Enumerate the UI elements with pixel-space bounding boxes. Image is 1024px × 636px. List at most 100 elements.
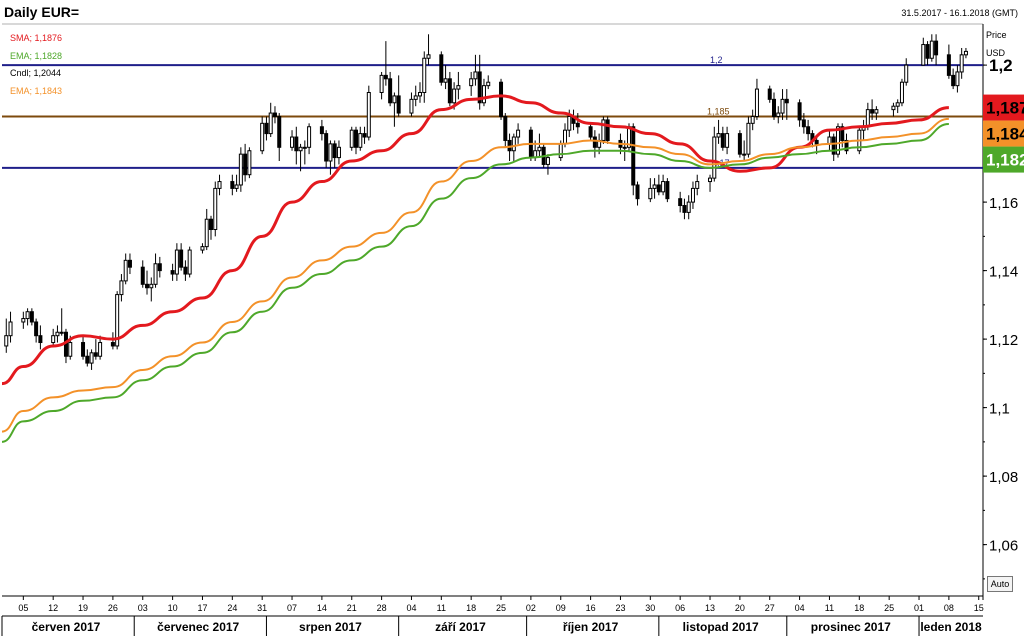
- candle: [545, 157, 550, 165]
- candle: [268, 112, 273, 135]
- candle: [473, 71, 478, 80]
- candle: [503, 115, 508, 141]
- x-tick-label: 16: [586, 603, 596, 613]
- candle: [234, 184, 239, 189]
- candle: [392, 95, 397, 104]
- candle: [183, 266, 188, 275]
- x-tick-label: 01: [914, 603, 924, 613]
- x-tick-label: 20: [735, 603, 745, 613]
- candle: [899, 81, 904, 104]
- price-badge-label: 1,182: [986, 151, 1024, 170]
- candle: [422, 57, 427, 94]
- price-badge: [983, 146, 1024, 173]
- candle: [720, 133, 725, 148]
- candle: [413, 95, 418, 100]
- month-label: listopad 2017: [683, 620, 759, 634]
- candle: [921, 44, 926, 66]
- candle: [946, 54, 951, 76]
- series-line-0: [1, 94, 949, 386]
- legend-ema-green: EMA; 1,1828: [10, 50, 63, 61]
- candle: [140, 266, 145, 285]
- candle: [622, 146, 627, 149]
- candle: [89, 352, 94, 364]
- candle: [362, 133, 367, 138]
- candle: [477, 71, 482, 104]
- candle: [59, 331, 64, 334]
- candle: [865, 109, 870, 128]
- candle: [383, 74, 388, 80]
- x-tick-label: 07: [287, 603, 297, 613]
- candle: [264, 122, 269, 135]
- x-tick-label: 12: [48, 603, 58, 613]
- candle: [652, 184, 657, 189]
- candle: [567, 115, 572, 131]
- series-line-2: [1, 123, 949, 443]
- candle: [456, 85, 461, 90]
- y-tick-label: 1,12: [989, 332, 1018, 349]
- candle: [511, 136, 516, 152]
- candle: [750, 115, 755, 124]
- candle: [588, 126, 593, 138]
- candle: [349, 129, 354, 148]
- candle: [772, 98, 777, 117]
- candle: [601, 119, 606, 141]
- candle: [298, 146, 303, 152]
- candle: [891, 105, 896, 111]
- legend: SMA; 1,1876 EMA; 1,1828 Cndl; 1,2044 EMA…: [10, 30, 62, 100]
- candle: [354, 129, 359, 148]
- candle: [307, 126, 312, 148]
- hline-label-0: 1,2: [710, 55, 723, 65]
- candle: [844, 139, 849, 152]
- date-range: 31.5.2017 - 16.1.2018 (GMT): [901, 8, 1018, 18]
- legend-sma: SMA; 1,1876: [10, 33, 63, 43]
- x-tick-label: 08: [944, 603, 954, 613]
- candle: [328, 143, 333, 162]
- candle: [34, 321, 39, 337]
- candle: [179, 249, 184, 268]
- candle: [814, 139, 819, 145]
- candle: [481, 85, 486, 104]
- chart-title: Daily EUR=: [4, 4, 80, 20]
- candle: [690, 187, 695, 203]
- candle: [452, 88, 457, 104]
- x-tick-label: 21: [347, 603, 357, 613]
- candle: [85, 355, 90, 364]
- x-tick-label: 25: [496, 603, 506, 613]
- candle: [294, 136, 299, 152]
- candle: [366, 92, 371, 138]
- candle: [439, 54, 444, 83]
- candle: [827, 136, 832, 145]
- candle: [302, 146, 307, 149]
- y-tick-label: 1,06: [989, 538, 1018, 555]
- candle: [204, 218, 209, 248]
- month-label: červenec 2017: [157, 620, 239, 634]
- candle: [725, 133, 730, 148]
- auto-scale-button[interactable]: Auto: [987, 576, 1013, 592]
- candle: [426, 54, 431, 59]
- x-tick-label: 28: [377, 603, 387, 613]
- candle: [742, 153, 747, 156]
- x-tick-label: 06: [675, 603, 685, 613]
- y-tick-label: 1,14: [989, 264, 1018, 281]
- candle: [230, 181, 235, 189]
- month-label: září 2017: [435, 620, 486, 634]
- candle: [110, 342, 115, 347]
- candle: [277, 115, 282, 148]
- candle: [98, 342, 103, 357]
- x-tick-label: 30: [645, 603, 655, 613]
- candle: [358, 133, 363, 148]
- candle: [712, 136, 717, 179]
- candle: [831, 136, 836, 155]
- x-tick-label: 25: [884, 603, 894, 613]
- candle: [38, 335, 43, 344]
- month-label: srpen 2017: [299, 620, 362, 634]
- price-badge-label: 1,184: [986, 125, 1024, 144]
- candle: [929, 40, 934, 59]
- candle: [925, 44, 930, 59]
- x-tick-label: 04: [406, 603, 416, 613]
- candle: [324, 133, 329, 162]
- candle: [499, 81, 504, 117]
- candle: [243, 153, 248, 176]
- candle: [68, 342, 73, 357]
